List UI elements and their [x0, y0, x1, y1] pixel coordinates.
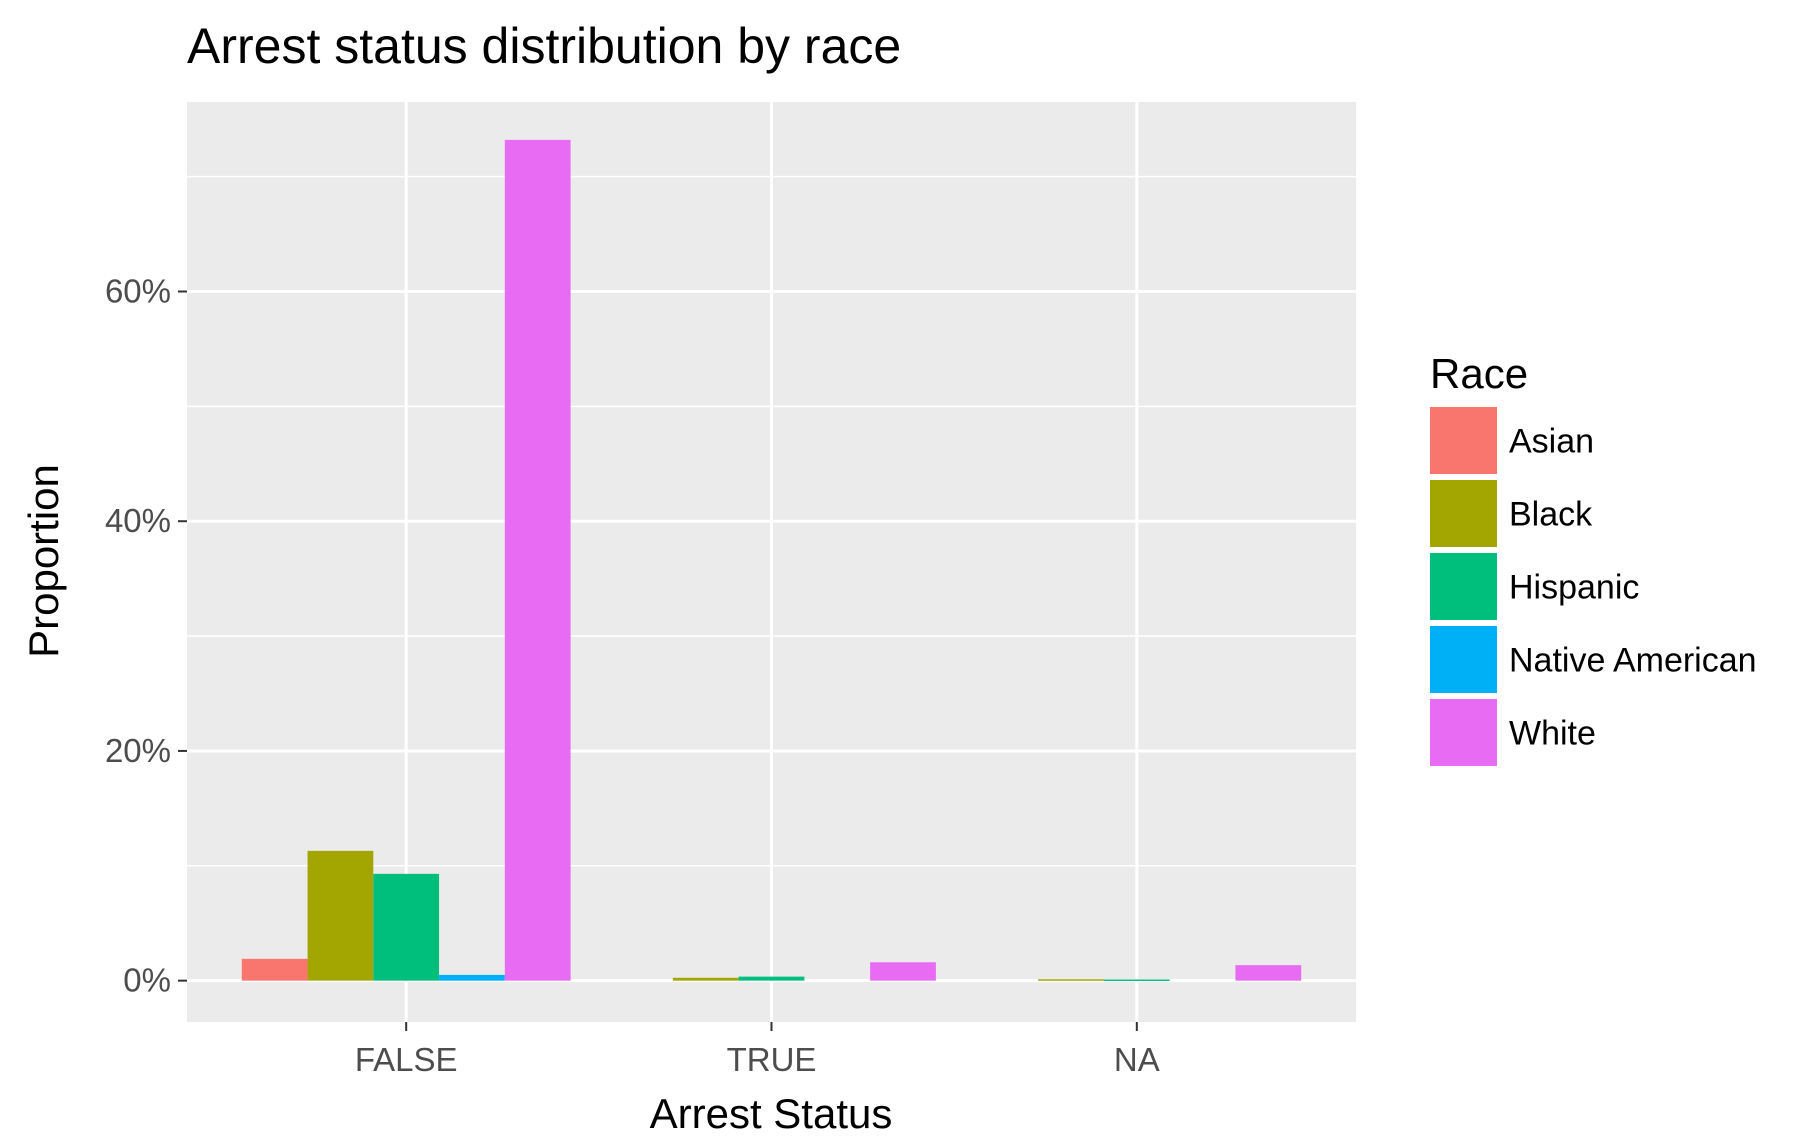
x-axis-title: Arrest Status: [650, 1090, 893, 1137]
bar-hispanic-false: [373, 873, 440, 981]
bar-white-true: [870, 962, 936, 981]
bar-hispanic-true: [738, 976, 805, 981]
bar-black-na: [1038, 979, 1104, 981]
legend-label-white: White: [1509, 715, 1596, 753]
grid-lines: [187, 102, 1356, 1022]
y-axis: 0% 20% 40% 60%: [105, 273, 187, 999]
x-tick-label: NA: [1114, 1041, 1160, 1078]
y-tick-label: 0%: [123, 962, 171, 999]
bars: [241, 139, 1302, 982]
bar-black-true: [672, 977, 739, 981]
legend-key-black: [1430, 480, 1497, 547]
x-axis: FALSE TRUE NA: [355, 1022, 1160, 1078]
legend-label-native-american: Native American: [1509, 642, 1757, 680]
y-axis-title: Proportion: [20, 464, 67, 658]
legend: Race Asian Black Hispanic Native American Wh…: [1430, 350, 1757, 766]
bar-native-american-false: [439, 974, 505, 981]
bar-hispanic-na: [1103, 979, 1170, 982]
x-tick-label: TRUE: [727, 1041, 817, 1078]
bar-black-false: [307, 850, 374, 981]
y-tick-label: 20%: [105, 732, 171, 769]
legend-label-asian: Asian: [1509, 423, 1594, 461]
x-tick-label: FALSE: [355, 1041, 458, 1078]
legend-label-black: Black: [1509, 496, 1593, 534]
chart-title: Arrest status distribution by race: [187, 18, 901, 74]
legend-key-white: [1430, 699, 1497, 766]
legend-title: Race: [1430, 350, 1528, 397]
y-tick-label: 40%: [105, 502, 171, 539]
legend-key-native-american: [1430, 626, 1497, 693]
legend-key-hispanic: [1430, 553, 1497, 620]
bar-white-na: [1235, 965, 1302, 981]
legend-label-hispanic: Hispanic: [1509, 569, 1639, 607]
legend-key-asian: [1430, 407, 1497, 474]
y-tick-label: 60%: [105, 273, 171, 310]
bar-asian-false: [241, 958, 308, 981]
bar-white-false: [504, 139, 571, 981]
